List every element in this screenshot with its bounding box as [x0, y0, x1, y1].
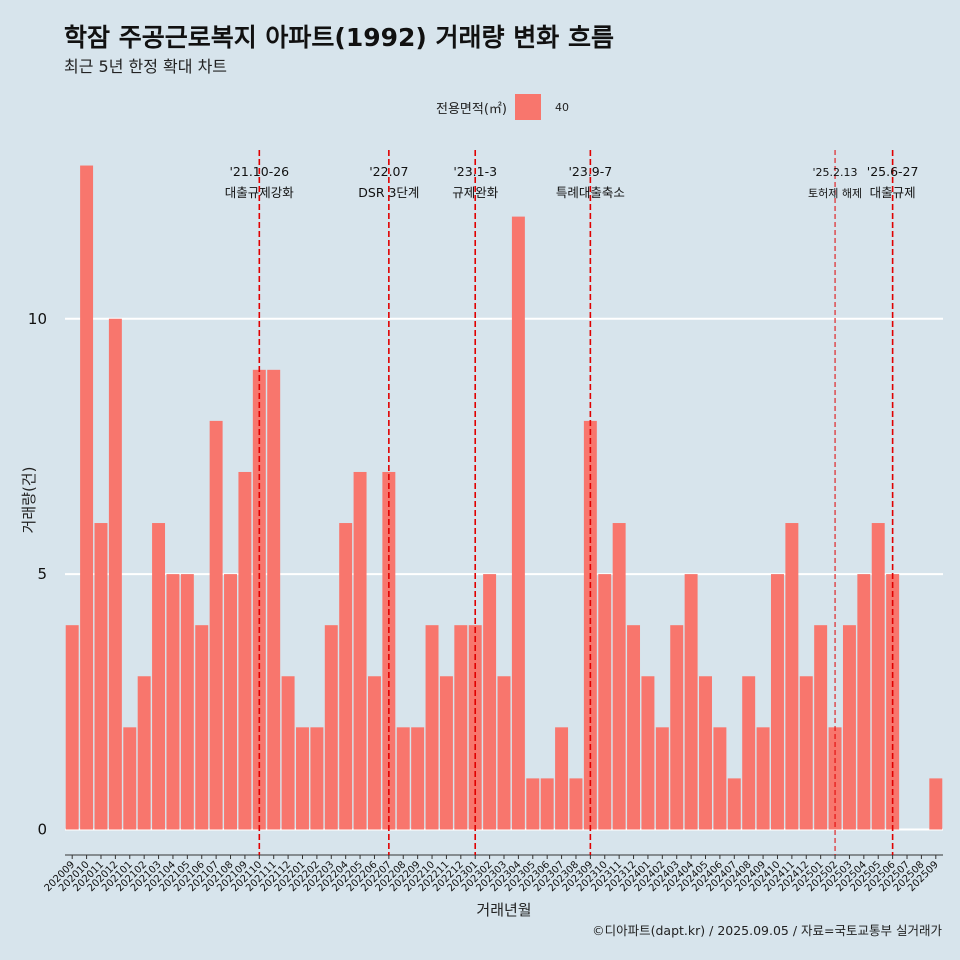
bar — [871, 523, 885, 830]
chart-title: 학잠 주공근로복지 아파트(1992) 거래량 변화 흐름 — [64, 23, 614, 52]
bar — [166, 574, 180, 830]
bar — [367, 676, 381, 830]
bar — [180, 574, 194, 830]
annotation-date: '25.2.13 — [813, 166, 858, 179]
bar — [699, 676, 712, 830]
bar — [756, 727, 770, 830]
bar — [454, 625, 468, 830]
legend-entry-label: 40 — [554, 100, 569, 114]
bar — [310, 727, 324, 830]
bar — [238, 471, 252, 830]
bar — [396, 727, 410, 830]
annotation-date: '23.9-7 — [568, 164, 612, 179]
x-axis-title: 거래년월 — [476, 901, 531, 919]
bar — [483, 574, 497, 830]
bar — [411, 727, 425, 830]
legend: 전용면적(㎡) 40 — [436, 94, 569, 120]
annotation-label: 대출규제강화 — [225, 185, 295, 200]
bar — [267, 369, 281, 830]
bar — [511, 216, 525, 830]
bar — [80, 165, 94, 830]
bar — [324, 625, 338, 830]
bar — [497, 676, 511, 830]
bar — [152, 523, 166, 830]
source-caption: ©디아파트(dapt.kr) / 2025.09.05 / 자료=국토교통부 실… — [592, 923, 942, 938]
annotation-label: 토허제 해제 — [808, 186, 862, 200]
bar — [108, 318, 122, 830]
bar — [857, 574, 871, 830]
bar — [555, 727, 569, 830]
bar — [929, 778, 943, 830]
annotation-date: '23.1-3 — [453, 164, 497, 179]
annotation-label: 규제완화 — [452, 185, 499, 200]
bar — [94, 523, 108, 830]
annotation-date: '22.07 — [369, 164, 408, 179]
annotation-date: '25.6-27 — [867, 164, 919, 179]
bar — [526, 778, 540, 830]
annotation-label: DSR 3단계 — [358, 185, 419, 200]
bar — [195, 625, 209, 830]
annotation-label: 특례대출축소 — [556, 185, 625, 200]
y-axis-title: 거래량(건) — [20, 467, 38, 534]
bar — [641, 676, 655, 830]
bar — [224, 574, 238, 830]
bar — [713, 727, 727, 830]
bar — [425, 625, 439, 830]
annotation-label: 대출규제 — [870, 185, 916, 200]
bar — [727, 778, 741, 830]
bar — [598, 574, 612, 830]
y-tick-label: 5 — [37, 565, 47, 583]
bar — [655, 727, 669, 830]
y-tick-label: 0 — [37, 820, 47, 838]
bar — [137, 676, 151, 830]
bar — [742, 676, 756, 830]
bar — [569, 778, 583, 830]
bar — [123, 727, 137, 830]
legend-title: 전용면적(㎡) — [436, 101, 507, 117]
bar — [670, 625, 684, 830]
bar — [252, 369, 266, 830]
chart-subtitle: 최근 5년 한정 확대 차트 — [64, 57, 228, 76]
annotation-date: '21.10-26 — [229, 164, 289, 179]
bar — [612, 523, 626, 830]
y-tick-label: 10 — [28, 310, 47, 328]
bar — [353, 471, 367, 830]
bar — [770, 574, 784, 830]
bar — [627, 625, 641, 830]
bar — [296, 727, 309, 830]
bar — [799, 676, 813, 830]
legend-swatch — [514, 94, 541, 120]
bar — [209, 420, 223, 830]
bar — [684, 574, 698, 830]
bar — [842, 625, 856, 830]
bar — [540, 778, 554, 830]
bar — [281, 676, 295, 830]
bar — [65, 625, 79, 830]
bar — [339, 523, 353, 830]
bar — [583, 420, 597, 830]
bar — [439, 676, 453, 830]
bar — [785, 523, 799, 830]
bar — [814, 625, 828, 830]
